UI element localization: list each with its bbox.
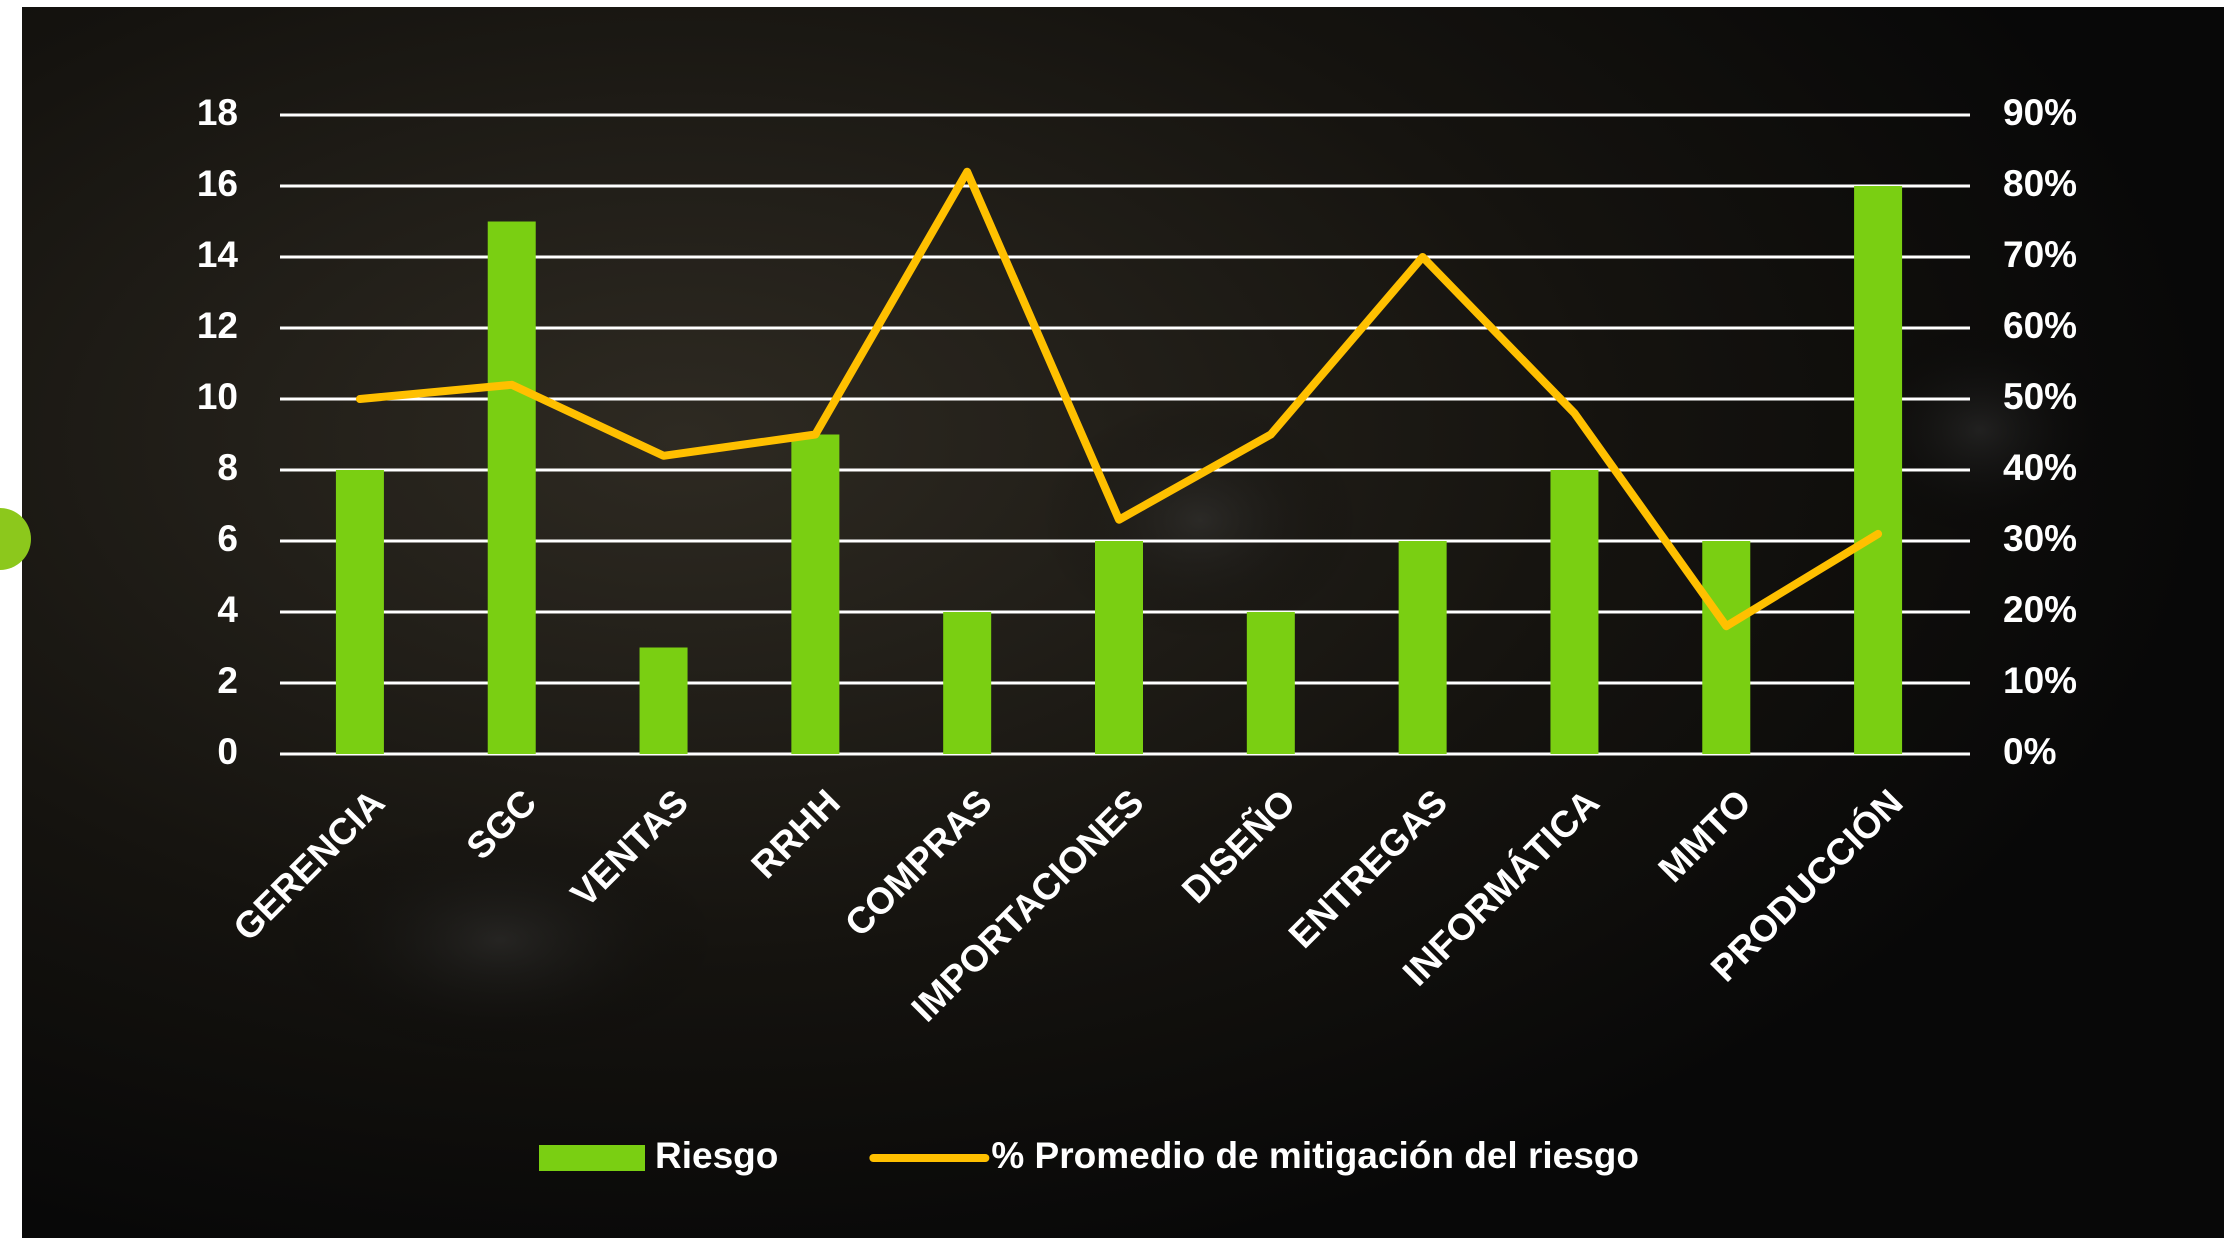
y2-tick-label: 30% (2003, 518, 2077, 559)
legend-label: % Promedio de mitigación del riesgo (991, 1135, 1639, 1176)
y-tick-label: 16 (197, 163, 238, 204)
legend-item: Riesgo (539, 1135, 778, 1176)
y2-tick-label: 40% (2003, 447, 2077, 488)
bar (1246, 612, 1295, 754)
legend-label: Riesgo (655, 1135, 778, 1176)
y-tick-label: 2 (217, 660, 238, 701)
y-tick-label: 12 (197, 305, 238, 346)
bar (791, 434, 840, 754)
y2-tick-label: 0% (2003, 731, 2056, 772)
y2-tick-label: 20% (2003, 589, 2077, 630)
y-tick-label: 0 (217, 731, 238, 772)
side-marker (0, 508, 31, 570)
legend-swatch (539, 1145, 645, 1171)
y2-tick-label: 90% (2003, 92, 2077, 133)
bar (1398, 541, 1447, 754)
y2-tick-label: 60% (2003, 305, 2077, 346)
background-decoration (1040, 400, 1360, 640)
y-tick-label: 6 (217, 518, 238, 559)
y-tick-label: 18 (197, 92, 238, 133)
bar (1550, 470, 1599, 754)
y2-tick-label: 10% (2003, 660, 2077, 701)
bar (1702, 541, 1751, 754)
y-tick-label: 8 (217, 447, 238, 488)
y2-tick-label: 80% (2003, 163, 2077, 204)
bar (639, 647, 688, 754)
bar (943, 612, 992, 754)
y2-tick-label: 70% (2003, 234, 2077, 275)
y-tick-label: 14 (197, 234, 239, 275)
legend-item: % Promedio de mitigación del riesgo (869, 1135, 1639, 1176)
line (355, 167, 1883, 631)
bar (335, 470, 384, 754)
bar (487, 221, 536, 754)
y-tick-label: 10 (197, 376, 238, 417)
y-tick-label: 4 (217, 589, 238, 630)
background-decoration (280, 820, 720, 1060)
bar (1854, 186, 1903, 754)
bar (1095, 541, 1143, 754)
background-decoration (1840, 320, 2120, 540)
y2-tick-label: 50% (2003, 376, 2077, 417)
